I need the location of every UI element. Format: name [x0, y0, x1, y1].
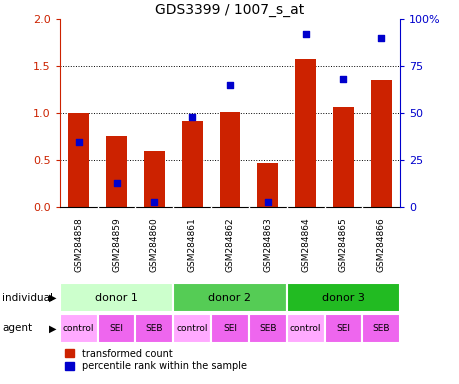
Text: ▶: ▶	[49, 293, 56, 303]
Bar	[295, 59, 315, 207]
Bar	[106, 136, 127, 207]
Text: GSM284858: GSM284858	[74, 217, 83, 272]
Point	[75, 139, 82, 145]
Bar	[257, 163, 278, 207]
Bar	[181, 121, 202, 207]
Point	[377, 35, 384, 41]
Bar	[324, 314, 362, 343]
Text: ▶: ▶	[49, 323, 56, 333]
Point	[151, 199, 158, 205]
Bar	[286, 283, 399, 312]
Text: GSM284864: GSM284864	[301, 217, 309, 272]
Text: GSM284860: GSM284860	[150, 217, 158, 272]
Bar	[219, 113, 240, 207]
Text: control: control	[289, 324, 321, 333]
Text: SEI: SEI	[109, 324, 123, 333]
Bar	[211, 314, 248, 343]
Legend: transformed count, percentile rank within the sample: transformed count, percentile rank withi…	[65, 349, 246, 371]
Text: control: control	[63, 324, 94, 333]
Text: GSM284862: GSM284862	[225, 217, 234, 272]
Text: donor 1: donor 1	[95, 293, 138, 303]
Point	[226, 82, 233, 88]
Text: donor 2: donor 2	[208, 293, 251, 303]
Bar	[173, 283, 286, 312]
Point	[301, 31, 308, 37]
Bar	[173, 314, 211, 343]
Text: SEB: SEB	[372, 324, 389, 333]
Bar	[332, 107, 353, 207]
Text: donor 3: donor 3	[321, 293, 364, 303]
Text: individual: individual	[2, 293, 53, 303]
Text: control: control	[176, 324, 207, 333]
Point	[339, 76, 347, 83]
Title: GDS3399 / 1007_s_at: GDS3399 / 1007_s_at	[155, 3, 304, 17]
Text: agent: agent	[2, 323, 32, 333]
Bar	[286, 314, 324, 343]
Text: SEI: SEI	[223, 324, 236, 333]
Text: GSM284863: GSM284863	[263, 217, 272, 272]
Point	[188, 114, 196, 120]
Bar	[60, 314, 97, 343]
Point	[112, 180, 120, 186]
Bar	[135, 314, 173, 343]
Bar	[362, 314, 399, 343]
Text: SEB: SEB	[258, 324, 276, 333]
Bar	[370, 80, 391, 207]
Bar	[97, 314, 135, 343]
Text: SEB: SEB	[146, 324, 163, 333]
Text: GSM284861: GSM284861	[187, 217, 196, 272]
Text: GSM284865: GSM284865	[338, 217, 347, 272]
Point	[263, 199, 271, 205]
Text: SEI: SEI	[336, 324, 350, 333]
Text: GSM284866: GSM284866	[376, 217, 385, 272]
Text: GSM284859: GSM284859	[112, 217, 121, 272]
Bar	[68, 113, 89, 207]
Bar	[60, 283, 173, 312]
Bar	[248, 314, 286, 343]
Bar	[144, 151, 164, 207]
